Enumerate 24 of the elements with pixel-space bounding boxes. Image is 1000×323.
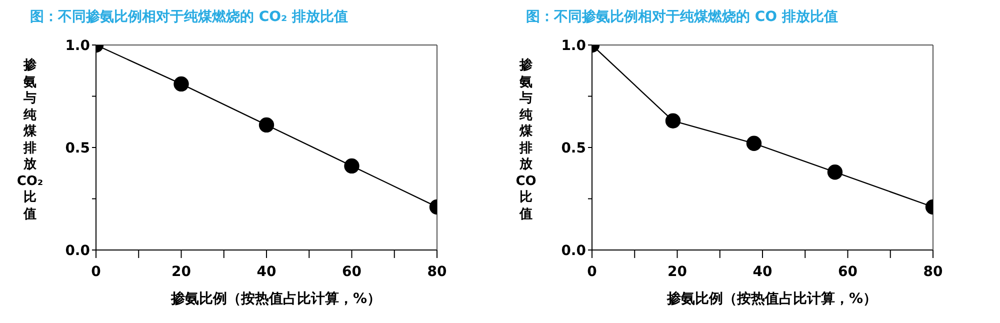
y-tick-label: 0.0 (561, 242, 586, 259)
x-axis-title: 掺氨比例（按热值占比计算，%） (666, 290, 878, 308)
x-tick-label: 60 (838, 264, 858, 280)
text: 掺氨与纯煤排放CO₂比值 (16, 58, 44, 222)
y-tick-label: 0.5 (65, 140, 90, 156)
text: 掺氨与纯煤排放CO比值 (516, 58, 536, 222)
x-tick-label: 20 (172, 264, 192, 280)
y-tick-label: 1.0 (561, 38, 586, 54)
x-tick-label: 80 (427, 264, 447, 280)
x-tick-label: 80 (923, 264, 943, 280)
x-axis-title: 掺氨比例（按热值占比计算，%） (170, 290, 382, 308)
x-tick-label: 0 (91, 264, 102, 280)
chart-title: 图：不同掺氨比例相对于纯煤燃烧的 CO₂ 排放比值 (30, 8, 350, 27)
x-tick-label: 20 (668, 264, 688, 280)
x-tick-label: 40 (256, 264, 276, 280)
x-tick-label: 40 (752, 264, 772, 280)
chart-title: 图：不同掺氨比例相对于纯煤燃烧的 CO 排放比值 (526, 8, 839, 27)
x-tick-label: 0 (587, 264, 598, 280)
y-tick-label: 0.0 (65, 242, 90, 259)
point (258, 117, 274, 133)
y-tick-label: 0.5 (561, 140, 586, 156)
point (174, 76, 189, 92)
y-tick-label: 1.0 (65, 38, 90, 54)
x-tick-label: 60 (342, 264, 362, 280)
